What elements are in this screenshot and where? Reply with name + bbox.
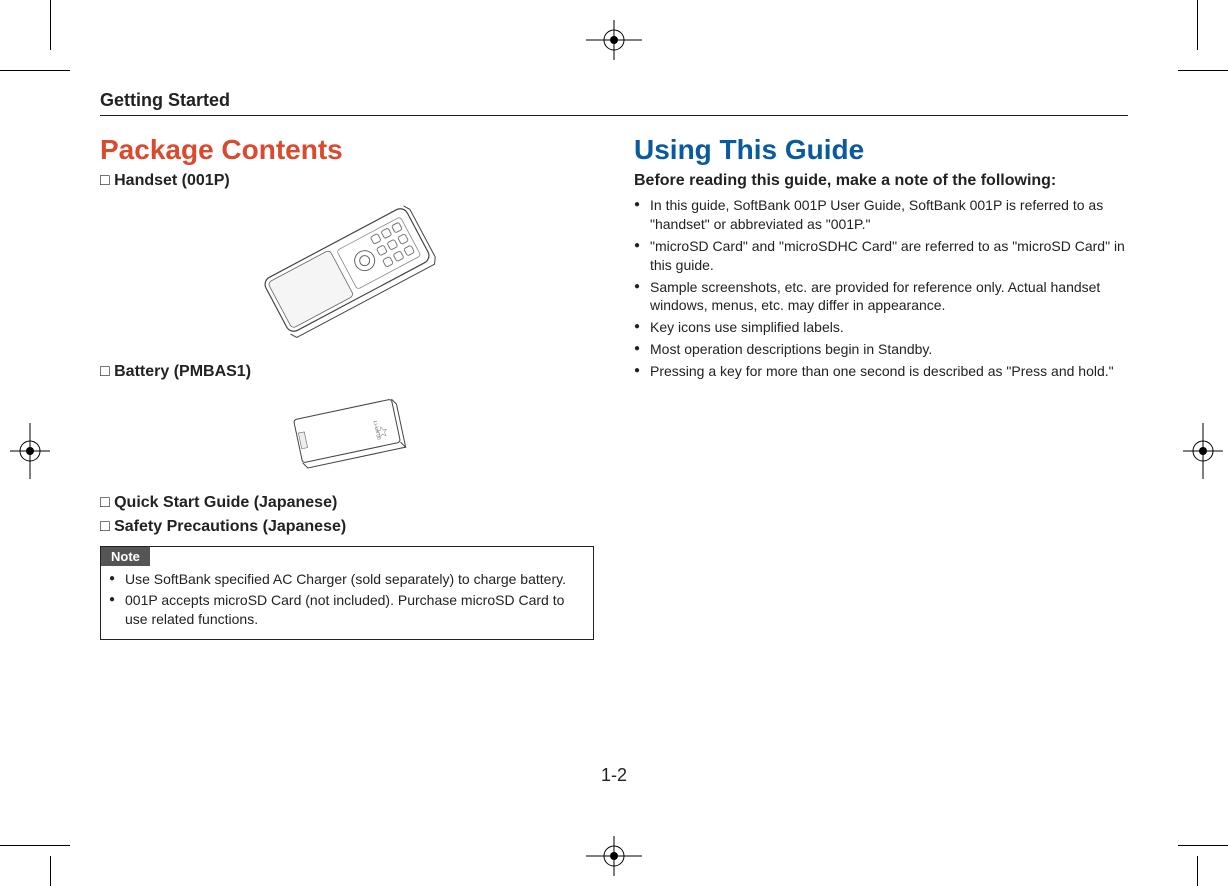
note-box: Note Use SoftBank specified AC Charger (… xyxy=(100,546,594,640)
crop-mark xyxy=(50,856,51,886)
left-column: Package Contents Handset (001P) xyxy=(100,134,594,640)
section-header: Getting Started xyxy=(100,90,1128,116)
registration-mark-top xyxy=(586,20,642,60)
item-battery: Battery (PMBAS1) xyxy=(100,363,594,381)
registration-mark-right xyxy=(1183,423,1223,479)
crop-mark xyxy=(0,70,70,71)
bullet-item: Key icons use simplified labels. xyxy=(634,318,1128,337)
registration-mark-bottom xyxy=(586,836,642,876)
note-label: Note xyxy=(101,547,150,566)
package-contents-title: Package Contents xyxy=(100,134,594,166)
bullet-item: Sample screenshots, etc. are provided fo… xyxy=(634,278,1128,316)
crop-mark xyxy=(1178,845,1228,846)
note-item: Use SoftBank specified AC Charger (sold … xyxy=(109,570,585,589)
crop-mark xyxy=(0,845,70,846)
bullet-item: Pressing a key for more than one second … xyxy=(634,362,1128,381)
bullet-item: In this guide, SoftBank 001P User Guide,… xyxy=(634,196,1128,234)
using-guide-title: Using This Guide xyxy=(634,134,1128,166)
right-column: Using This Guide Before reading this gui… xyxy=(634,134,1128,640)
item-safety: Safety Precautions (Japanese) xyxy=(100,518,594,536)
page-content: Getting Started Package Contents Handset… xyxy=(100,90,1128,810)
battery-illustration: Li-ion 00 xyxy=(100,391,594,476)
note-list: Use SoftBank specified AC Charger (sold … xyxy=(109,570,585,629)
subhead: Before reading this guide, make a note o… xyxy=(634,172,1128,190)
note-item: 001P accepts microSD Card (not included)… xyxy=(109,591,585,629)
crop-mark xyxy=(1197,0,1198,50)
crop-mark xyxy=(1197,856,1198,886)
item-handset: Handset (001P) xyxy=(100,172,594,190)
handset-illustration xyxy=(100,200,594,345)
bullet-item: Most operation descriptions begin in Sta… xyxy=(634,340,1128,359)
bullet-item: "microSD Card" and "microSDHC Card" are … xyxy=(634,237,1128,275)
item-quickstart: Quick Start Guide (Japanese) xyxy=(100,494,594,512)
guide-bullets: In this guide, SoftBank 001P User Guide,… xyxy=(634,196,1128,381)
crop-mark xyxy=(50,0,51,50)
crop-mark xyxy=(1178,70,1228,71)
registration-mark-left xyxy=(10,423,50,479)
page-number: 1-2 xyxy=(601,765,627,786)
